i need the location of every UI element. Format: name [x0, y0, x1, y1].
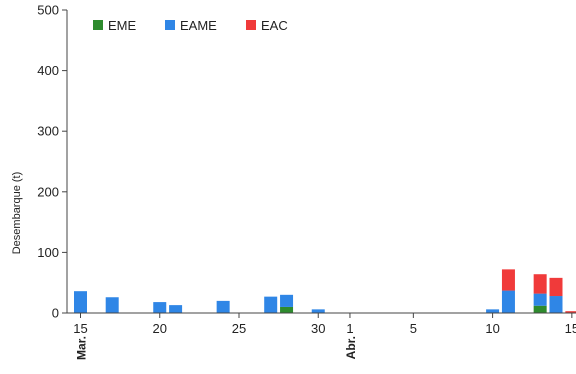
legend-label-eme: EME [108, 18, 137, 33]
y-tick-label: 200 [37, 184, 59, 199]
x-tick-label: 15 [565, 321, 576, 336]
y-axis-label: Desembarque (t) [11, 172, 23, 255]
bar-eac [501, 269, 515, 291]
legend-label-eame: EAME [180, 18, 217, 33]
bar-eme [280, 306, 294, 313]
month-label: Abr. [344, 336, 358, 359]
legend: EME EAME EAC [93, 18, 288, 33]
x-tick-label: 15 [73, 321, 87, 336]
bar-eame [74, 291, 87, 313]
x-tick-label: 10 [485, 321, 499, 336]
bar-eame [153, 302, 167, 313]
bar-eame [311, 309, 325, 313]
bar-eac [533, 274, 547, 294]
legend-swatch-eame [165, 20, 175, 30]
y-tick-label: 400 [37, 63, 59, 78]
bar-eame [264, 296, 278, 313]
bar-eame [105, 297, 119, 313]
bars [74, 269, 576, 313]
x-tick-label: 1 [346, 321, 353, 336]
legend-swatch-eac [246, 20, 256, 30]
bar-eame [501, 290, 515, 313]
bar-eame [280, 294, 294, 307]
bar-eac [549, 277, 563, 297]
month-label: Mar. [75, 336, 89, 360]
y-tick-label: 0 [52, 306, 59, 321]
bar-eame [486, 309, 500, 313]
x-tick-label: 25 [232, 321, 246, 336]
x-tick-label: 30 [311, 321, 325, 336]
bar-eame [216, 300, 230, 313]
x-tick-label: 5 [410, 321, 417, 336]
bar-eme [533, 305, 547, 313]
y-tick-label: 300 [37, 124, 59, 139]
bar-eame [549, 296, 563, 313]
y-tick-label: 100 [37, 245, 59, 260]
legend-swatch-eme [93, 20, 103, 30]
bar-eame [169, 305, 183, 313]
bar-eame [533, 293, 547, 306]
y-tick-label: 500 [37, 3, 59, 18]
legend-label-eac: EAC [261, 18, 288, 33]
x-tick-label: 20 [153, 321, 167, 336]
bar-eac [565, 311, 576, 313]
